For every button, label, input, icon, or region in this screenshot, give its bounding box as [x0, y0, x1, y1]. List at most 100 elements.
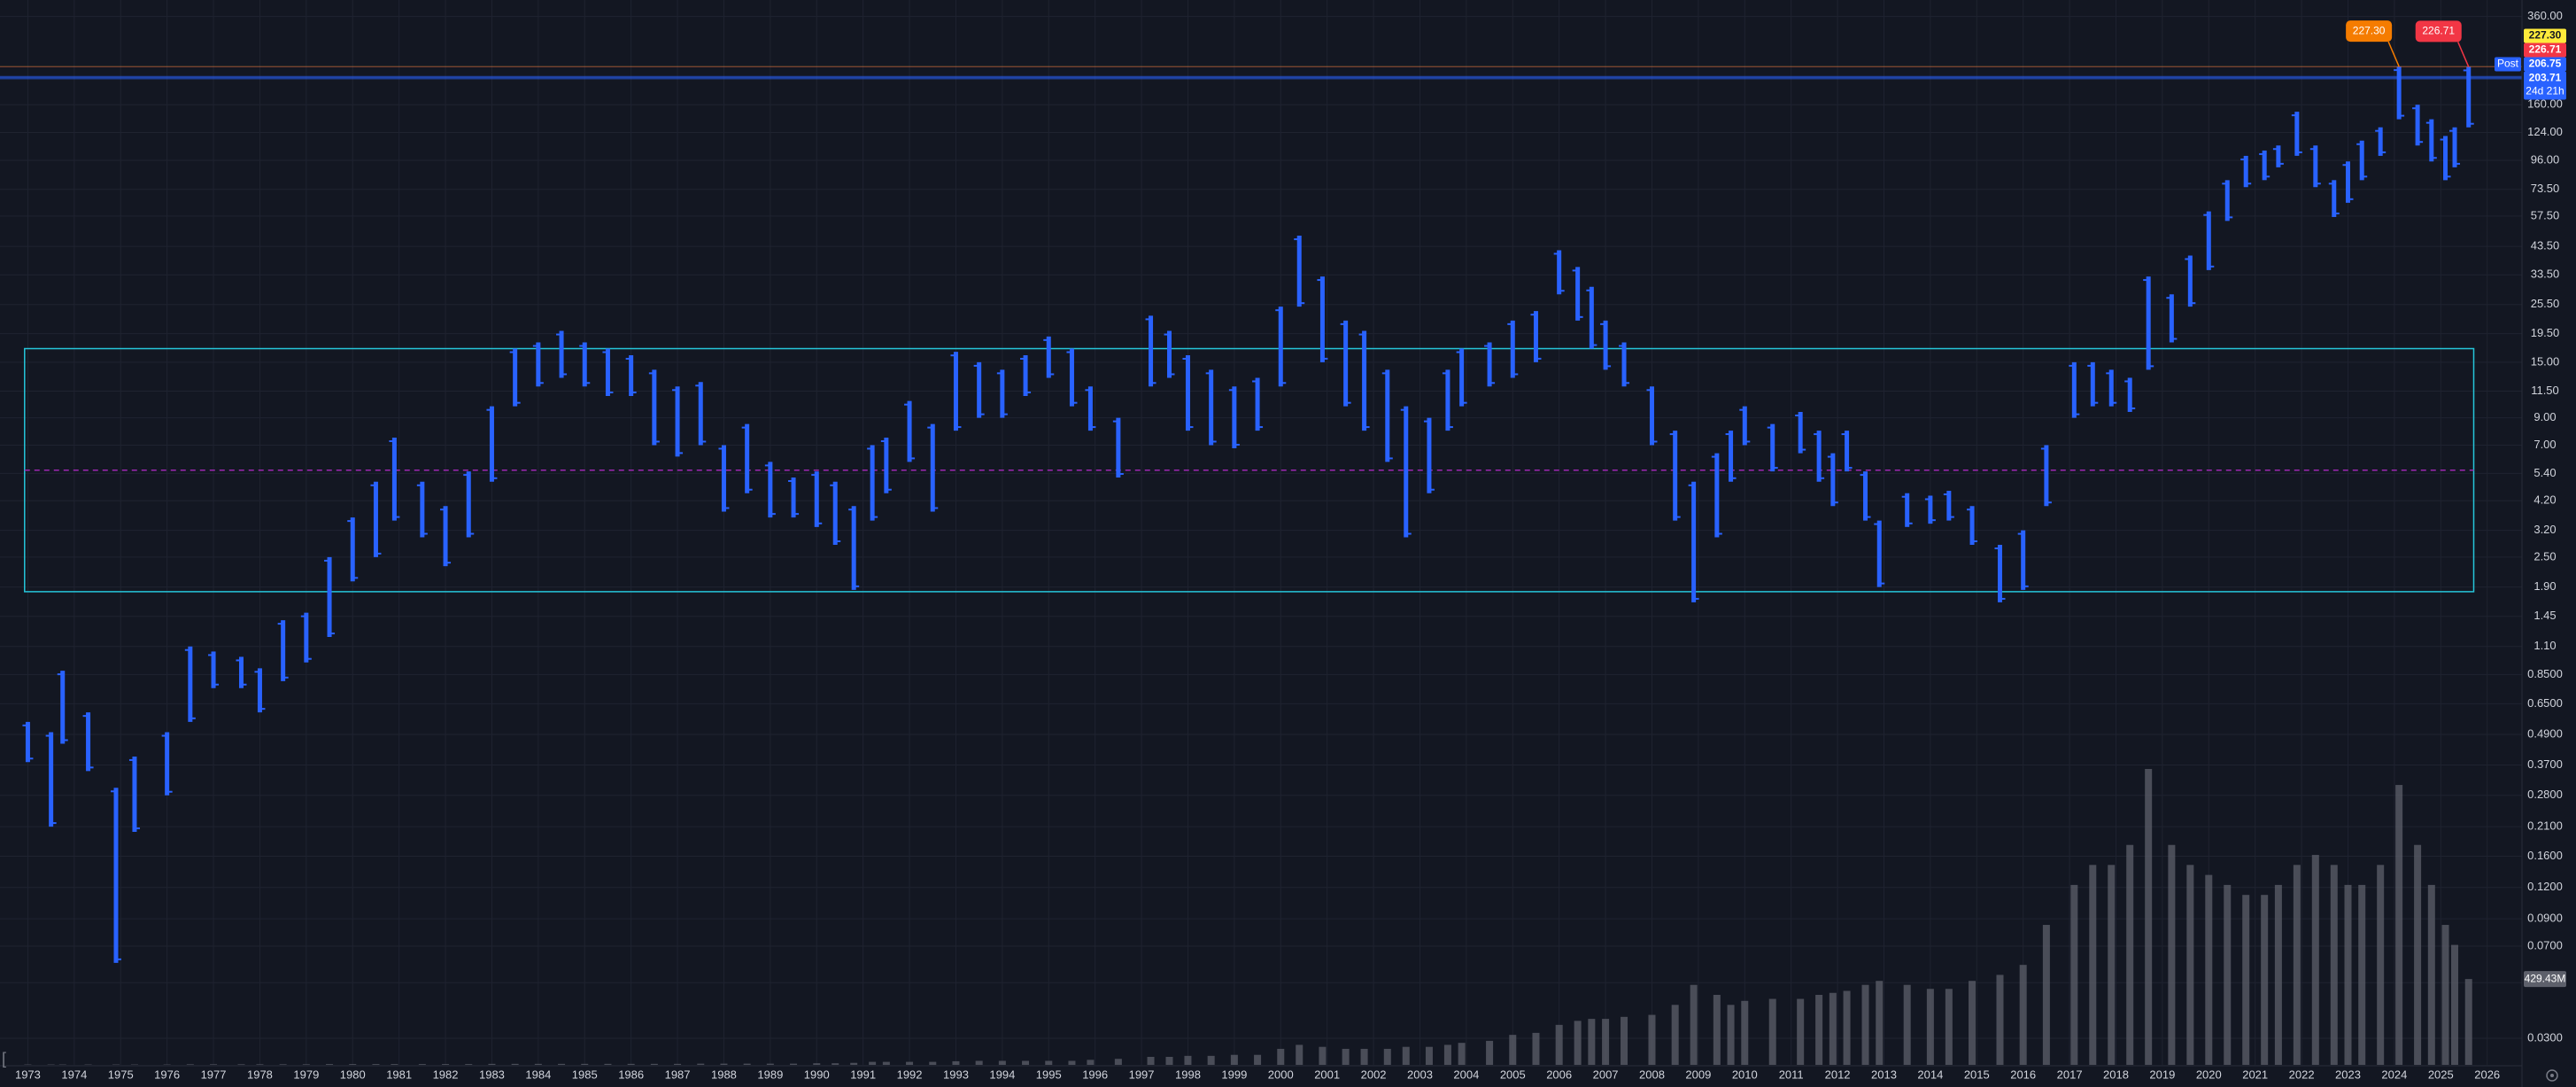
volume-bar: [1797, 998, 1805, 1065]
drawings: [24, 347, 2475, 593]
x-tick-label: 1994: [989, 1068, 1015, 1081]
x-tick-label: 2012: [1825, 1068, 1851, 1081]
volume-bar: [1114, 1059, 1122, 1065]
volume-bar: [1443, 1044, 1451, 1065]
volume-bar: [1555, 1024, 1563, 1065]
volume-bar: [2019, 965, 2027, 1065]
volume-bar: [869, 1061, 877, 1065]
x-tick-label: 1995: [1036, 1068, 1062, 1081]
x-tick-label: 1976: [154, 1068, 180, 1081]
volume-bar: [1184, 1055, 1192, 1065]
price-label-box: [2524, 43, 2566, 58]
volume-bar: [1425, 1046, 1433, 1065]
volume-bar: [2358, 884, 2366, 1065]
y-tick-label: 1.10: [2533, 639, 2556, 652]
price-label: 206.75: [2529, 58, 2562, 70]
volume-bar: [465, 1064, 473, 1065]
volume-bar: [720, 1063, 728, 1065]
bracket-icon[interactable]: [: [2, 1050, 6, 1068]
volume-label: 429.43M: [2525, 972, 2566, 984]
volume-bar: [1969, 981, 1976, 1065]
x-tick-label: 1991: [850, 1068, 876, 1081]
volume-bar: [1319, 1046, 1327, 1065]
y-tick-label: 0.0900: [2527, 912, 2563, 925]
volume-bar: [1254, 1054, 1262, 1065]
x-tick-label: 1977: [201, 1068, 227, 1081]
y-tick-label: 2.50: [2533, 549, 2556, 563]
volume-bar: [1277, 1048, 1285, 1065]
y-tick-label: 3.20: [2533, 523, 2556, 536]
volume-bar: [2311, 855, 2319, 1065]
volume-bar: [743, 1063, 751, 1065]
x-tick-label: 1993: [943, 1068, 969, 1081]
x-tick-label: 2016: [2010, 1068, 2036, 1081]
volume-label-box: [2524, 971, 2566, 988]
x-tick-label: 2000: [1268, 1068, 1294, 1081]
x-tick-label: 2025: [2428, 1068, 2454, 1081]
y-tick-label: 9.00: [2533, 410, 2556, 423]
x-tick-label: 2024: [2381, 1068, 2407, 1081]
y-tick-label: 0.2100: [2527, 819, 2563, 833]
volume-bar: [302, 1064, 310, 1065]
volume-bar: [975, 1060, 983, 1065]
volume-bar: [850, 1062, 858, 1065]
settings-icon[interactable]: [2546, 1069, 2558, 1082]
x-tick-label: 1985: [572, 1068, 598, 1081]
x-tick-label: 1981: [386, 1068, 412, 1081]
y-tick-label: 57.50: [2531, 208, 2560, 221]
volume-bar: [1296, 1044, 1303, 1065]
x-tick-label: 1999: [1221, 1068, 1247, 1081]
price-label-box: [2524, 71, 2566, 100]
volume-bar: [210, 1064, 218, 1065]
axes: 360.00 160.00 124.00 96.00 73.50 57.50 43.50 33…: [15, 9, 2566, 1081]
price-label: 203.71: [2529, 72, 2562, 84]
x-tick-label: 1990: [804, 1068, 830, 1081]
volume-bar: [1861, 984, 1869, 1065]
volume-bar: [2224, 884, 2232, 1065]
volume-bar: [1022, 1060, 1030, 1065]
volume-bar: [2441, 925, 2449, 1065]
volume-bar: [1903, 984, 1911, 1065]
x-tick-label: 2004: [1453, 1068, 1479, 1081]
x-tick-label: 2018: [2103, 1068, 2129, 1081]
volume-bar: [2145, 769, 2153, 1065]
marker-label: 226.71: [2422, 25, 2455, 37]
y-tick-label: 7.00: [2533, 438, 2556, 451]
y-tick-label: 43.50: [2531, 239, 2560, 252]
y-tick-label: 96.00: [2531, 152, 2560, 166]
volume-bar: [1768, 998, 1776, 1065]
volume-bar: [1342, 1048, 1350, 1065]
volume-bar: [418, 1064, 426, 1065]
x-tick-label: 1980: [340, 1068, 366, 1081]
y-tick-label: 0.0300: [2527, 1030, 2563, 1044]
volume-bar: [2186, 865, 2194, 1065]
x-tick-label: 2011: [1779, 1068, 1804, 1081]
volume-bar: [349, 1064, 357, 1065]
countdown-label: 24d 21h: [2526, 85, 2564, 97]
volume-bar: [1402, 1046, 1410, 1065]
volume-bar: [2126, 844, 2134, 1065]
x-tick-label: 2001: [1314, 1068, 1340, 1081]
volume-bar: [2330, 865, 2338, 1065]
marker-stem: [2387, 41, 2400, 67]
x-tick-label: 2015: [1964, 1068, 1990, 1081]
volume-bar: [2344, 884, 2352, 1065]
volume-bar: [1068, 1060, 1076, 1065]
price-label: 227.30: [2529, 29, 2562, 42]
y-tick-label: 160.00: [2527, 97, 2563, 111]
volume-bar: [2070, 884, 2078, 1065]
y-tick-label: 0.8500: [2527, 667, 2563, 680]
volume-bar: [2464, 979, 2472, 1065]
volume-bar: [1945, 989, 1953, 1065]
x-tick-label: 2008: [1639, 1068, 1665, 1081]
y-tick-label: 124.00: [2527, 125, 2563, 138]
volume-bar: [1588, 1019, 1596, 1065]
volume-bar: [2042, 925, 2050, 1065]
volume-bar: [1843, 990, 1851, 1065]
y-tick-label: 0.3700: [2527, 757, 2563, 771]
marker-bubble: [2346, 20, 2393, 43]
volume-bar: [186, 1064, 194, 1065]
x-tick-label: 2023: [2335, 1068, 2361, 1081]
